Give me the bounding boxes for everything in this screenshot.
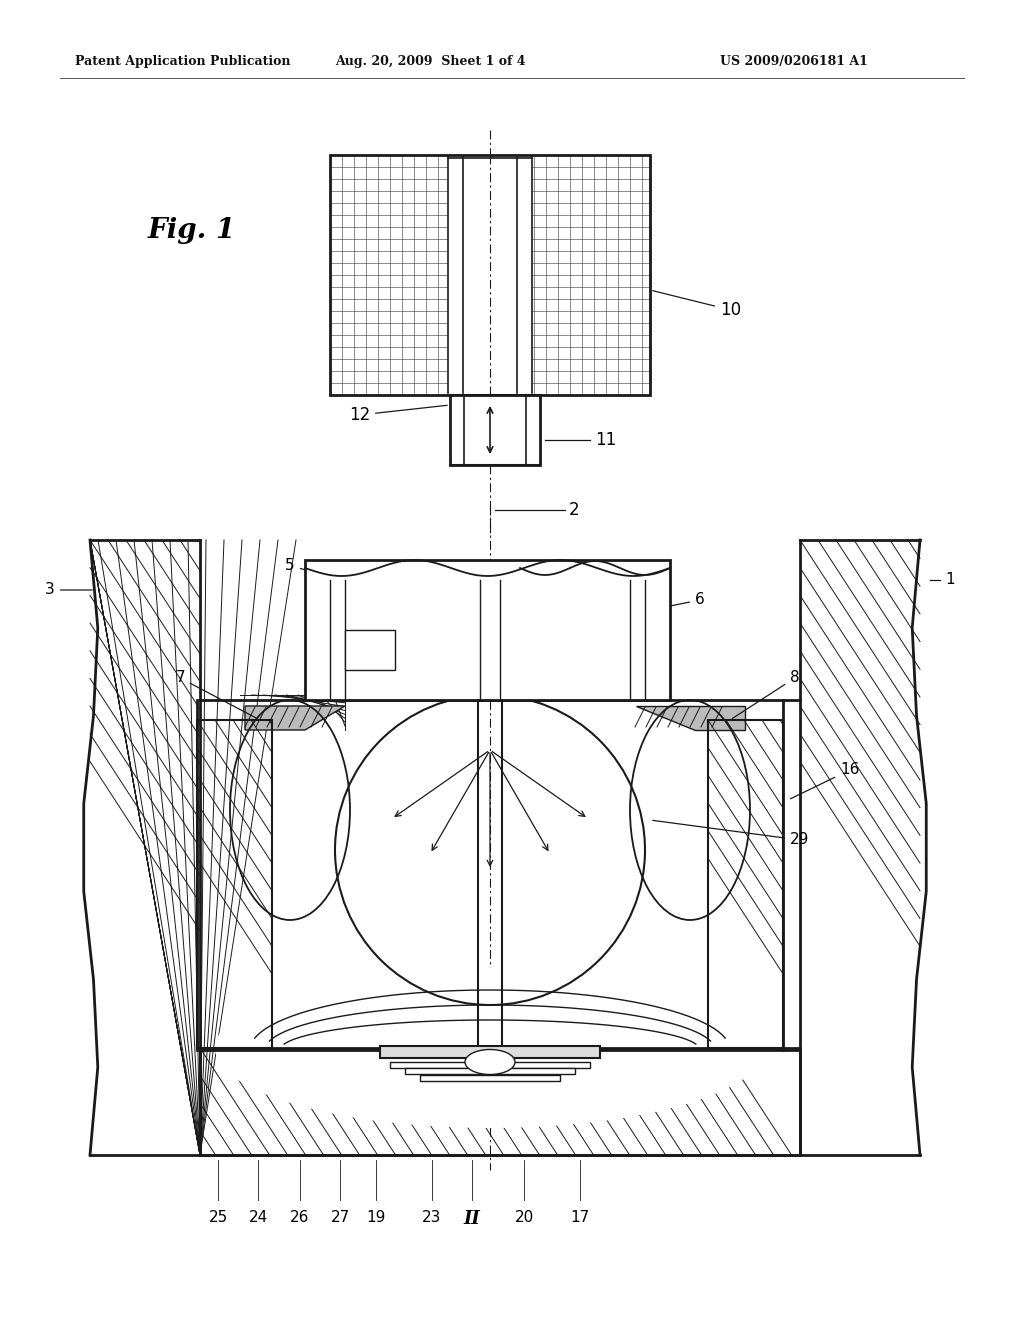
- Bar: [450, 395, 540, 465]
- Bar: [708, 719, 783, 1048]
- Text: 27: 27: [331, 1210, 349, 1225]
- Text: 6: 6: [652, 593, 705, 610]
- Bar: [305, 560, 670, 700]
- Text: 25: 25: [208, 1210, 227, 1225]
- Text: 29: 29: [652, 820, 809, 847]
- Text: 19: 19: [367, 1210, 386, 1225]
- Text: Fig. 1: Fig. 1: [148, 216, 237, 243]
- Bar: [200, 1048, 800, 1155]
- Bar: [330, 154, 650, 395]
- Text: 20: 20: [514, 1210, 534, 1225]
- Text: 26: 26: [291, 1210, 309, 1225]
- Bar: [390, 1063, 590, 1068]
- Text: II: II: [464, 1210, 480, 1228]
- Text: 11: 11: [595, 432, 616, 449]
- Text: 7: 7: [175, 671, 258, 718]
- Bar: [197, 719, 272, 1048]
- Text: US 2009/0206181 A1: US 2009/0206181 A1: [720, 55, 868, 69]
- Bar: [380, 1045, 600, 1059]
- Text: 3: 3: [45, 582, 92, 598]
- Text: 2: 2: [569, 502, 580, 519]
- Text: 12: 12: [349, 405, 447, 424]
- Text: 8: 8: [732, 671, 800, 718]
- Text: 17: 17: [570, 1210, 590, 1225]
- Bar: [449, 154, 532, 395]
- Polygon shape: [636, 706, 745, 730]
- Ellipse shape: [465, 1049, 515, 1074]
- Bar: [406, 1068, 575, 1074]
- Text: 1: 1: [945, 573, 954, 587]
- Text: 10: 10: [652, 290, 741, 319]
- Text: 23: 23: [422, 1210, 441, 1225]
- Text: Aug. 20, 2009  Sheet 1 of 4: Aug. 20, 2009 Sheet 1 of 4: [335, 55, 525, 69]
- Ellipse shape: [215, 968, 765, 1129]
- Polygon shape: [245, 706, 345, 730]
- Text: 5: 5: [286, 557, 333, 579]
- Text: 16: 16: [791, 763, 859, 799]
- Text: Patent Application Publication: Patent Application Publication: [75, 55, 291, 69]
- Text: 24: 24: [249, 1210, 267, 1225]
- Bar: [345, 630, 395, 671]
- Bar: [420, 1074, 560, 1081]
- Bar: [90, 540, 200, 1155]
